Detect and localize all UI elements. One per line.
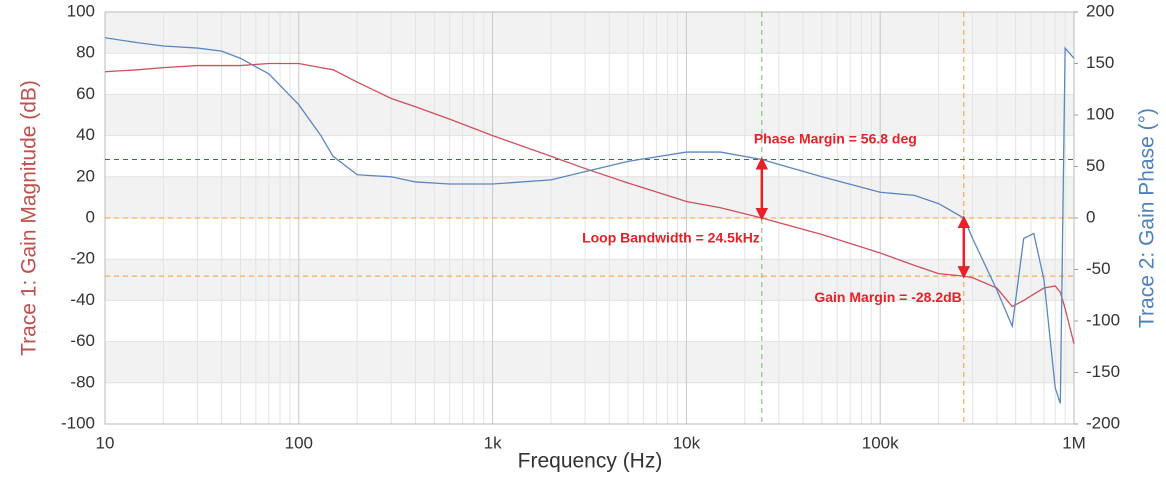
y-tick-label: 80 <box>76 43 95 62</box>
series-line <box>104 62 1075 344</box>
grid-band <box>105 176 1074 218</box>
y-tick-label: 60 <box>76 84 95 103</box>
grid-band <box>105 12 1074 54</box>
plot-background <box>105 12 1074 383</box>
x-tick-label: 1M <box>1062 433 1086 452</box>
annotation: Loop Bandwidth = 24.5kHz <box>582 229 760 245</box>
grid-band <box>105 259 1074 301</box>
y-tick-label: -40 <box>70 290 95 309</box>
y-tick-label: 100 <box>67 1 95 20</box>
y2-tick-label: -100 <box>1086 310 1120 329</box>
y2-axis-title: Trace 2: Gain Phase (°) <box>1136 108 1159 328</box>
y2-tick-label: 0 <box>1086 207 1095 226</box>
y2-tick-label: -50 <box>1086 259 1111 278</box>
y2-tick-label: -200 <box>1086 413 1120 432</box>
x-tick-label: 10 <box>96 433 115 452</box>
x-tick-label: 100k <box>862 433 899 452</box>
grid-band <box>105 94 1074 136</box>
y2-tick-label: 50 <box>1086 156 1105 175</box>
annotation: Gain Margin = -28.2dB <box>814 289 961 305</box>
y-tick-label: 40 <box>76 125 95 144</box>
y-tick-label: 0 <box>86 207 95 226</box>
x-tick-label: 10k <box>673 433 701 452</box>
x-tick-label: 100 <box>285 433 313 452</box>
y2-tick-label: 100 <box>1086 104 1114 123</box>
y-tick-label: -20 <box>70 249 95 268</box>
y-tick-label: -80 <box>70 372 95 391</box>
y2-tick-label: 150 <box>1086 53 1114 72</box>
y-tick-label: -100 <box>61 413 95 432</box>
y2-tick-label: 200 <box>1086 1 1114 20</box>
series-line <box>104 37 1075 404</box>
annotation: Phase Margin = 56.8 deg <box>754 130 917 146</box>
y-tick-label: 20 <box>76 166 95 185</box>
y-axis-title: Trace 1: Gain Magnitude (dB) <box>18 80 41 356</box>
x-axis-title: Frequency (Hz) <box>518 450 663 473</box>
x-tick-label: 1k <box>484 433 502 452</box>
grid-band <box>105 341 1074 383</box>
y2-tick-label: -150 <box>1086 362 1120 381</box>
y-tick-label: -60 <box>70 331 95 350</box>
